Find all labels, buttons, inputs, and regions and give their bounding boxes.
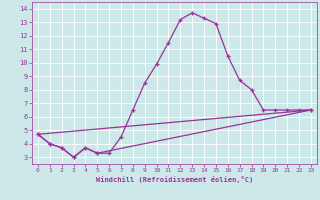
X-axis label: Windchill (Refroidissement éolien,°C): Windchill (Refroidissement éolien,°C) xyxy=(96,176,253,183)
